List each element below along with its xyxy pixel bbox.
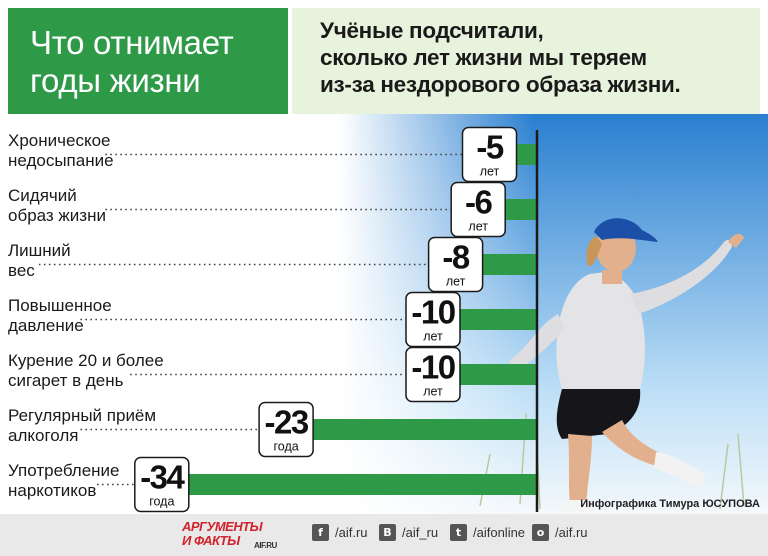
value-box-4	[405, 346, 461, 403]
unit-label-5: года	[273, 440, 298, 454]
twitter-link[interactable]: t /aifonline	[450, 524, 525, 541]
title-line-2: годы жизни	[30, 62, 201, 99]
logo-line-1: АРГУМЕНТЫ	[182, 519, 263, 534]
logo-line-2: И ФАКТЫ	[182, 533, 240, 548]
infographic-credit: Инфографика Тимура ЮСУПОВА	[580, 498, 760, 510]
unit-label-4: лет	[423, 385, 443, 399]
vk-handle: /aif_ru	[402, 525, 439, 540]
facebook-handle: /aif.ru	[335, 525, 368, 540]
value-label-6: -34	[140, 459, 185, 496]
category-label-3-0: Повышенное	[8, 296, 112, 315]
category-label-6-0: Употребление	[8, 461, 120, 480]
odnoklassniki-link[interactable]: o /aif.ru	[532, 524, 588, 541]
category-label-2-1: вес	[8, 261, 35, 280]
value-label-4: -10	[411, 349, 454, 386]
unit-label-1: лет	[468, 220, 488, 234]
twitter-handle: /aifonline	[473, 525, 526, 540]
twitter-icon: t	[450, 524, 467, 541]
value-box-6	[134, 456, 190, 513]
odnoklassniki-icon: o	[532, 524, 549, 541]
category-label-0-1: недосыпание	[8, 151, 114, 170]
title-panel: Что отнимает годы жизни	[8, 8, 288, 114]
logo-domain: AIF.RU	[254, 541, 277, 550]
unit-label-6: года	[149, 495, 174, 509]
value-label-1: -6	[465, 184, 492, 221]
value-box-1	[450, 181, 506, 238]
unit-label-0: лет	[480, 165, 500, 179]
category-label-3-1: давление	[8, 316, 84, 335]
subtitle-panel: Учёные подсчитали, сколько лет жизни мы …	[292, 8, 760, 114]
category-label-6-1: наркотиков	[8, 481, 96, 500]
category-label-0-0: Хроническое	[8, 131, 110, 150]
subtitle-line-3: из-за нездорового образа жизни.	[320, 72, 681, 97]
category-label-1-0: Сидячий	[8, 186, 77, 205]
facebook-icon: f	[312, 524, 329, 541]
category-label-4-1: сигарет в день	[8, 371, 124, 390]
value-box-5	[258, 401, 314, 458]
value-box-2	[427, 236, 484, 293]
subtitle-line-1: Учёные подсчитали,	[320, 18, 544, 43]
title-line-1: Что отнимает	[30, 24, 234, 61]
aif-logo[interactable]: АРГУМЕНТЫ И ФАКТЫ AIF.RU	[182, 520, 292, 552]
vk-icon: B	[379, 524, 396, 541]
footer: АРГУМЕНТЫ И ФАКТЫ AIF.RU f /aif.ru B /ai…	[0, 514, 768, 556]
value-label-2: -8	[442, 239, 469, 276]
walking-woman-photo	[340, 114, 768, 514]
bar-6	[152, 474, 538, 495]
category-label-4-0: Курение 20 и более	[8, 351, 164, 370]
category-label-1-1: образ жизни	[8, 206, 106, 225]
value-label-0: -5	[476, 129, 503, 166]
facebook-link[interactable]: f /aif.ru	[312, 524, 368, 541]
unit-label-3: лет	[423, 330, 443, 344]
value-box-0	[461, 126, 518, 183]
value-label-3: -10	[411, 294, 454, 331]
category-label-5-0: Регулярный приём	[8, 406, 156, 425]
unit-label-2: лет	[446, 275, 466, 289]
category-label-5-1: алкоголя	[8, 426, 79, 445]
subtitle-line-2: сколько лет жизни мы теряем	[320, 45, 647, 70]
value-box-3	[405, 291, 461, 348]
odnoklassniki-handle: /aif.ru	[555, 525, 588, 540]
category-label-2-0: Лишний	[8, 241, 71, 260]
vk-link[interactable]: B /aif_ru	[379, 524, 438, 541]
bar-5	[277, 419, 537, 440]
value-label-5: -23	[264, 404, 308, 441]
